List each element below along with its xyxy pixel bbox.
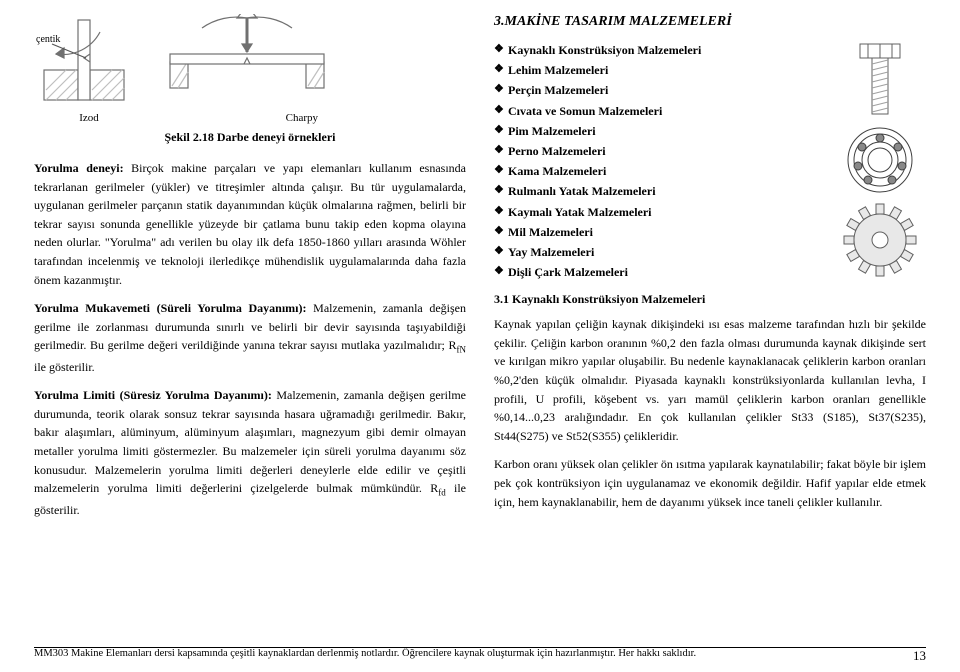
right-para-2: Karbon oranı yüksek olan çelikler ön ısı…	[494, 455, 926, 511]
diamond-bullet-icon: ❖	[494, 264, 508, 279]
izod-label: Izod	[79, 112, 99, 124]
para1-rest: Birçok makine parçaları ve yapı elemanla…	[34, 161, 466, 287]
diamond-bullet-icon: ❖	[494, 103, 508, 118]
materials-list-item: ❖Kaymalı Yatak Malzemeleri	[494, 204, 824, 220]
izod-svg: çentik	[34, 14, 144, 110]
materials-list-item: ❖Yay Malzemeleri	[494, 244, 824, 260]
materials-list-item: ❖Cıvata ve Somun Malzemeleri	[494, 103, 824, 119]
left-column: çentik Izod	[34, 14, 466, 529]
left-para-1: Yorulma deneyi: Birçok makine parçaları …	[34, 159, 466, 289]
materials-list-label: Lehim Malzemeleri	[508, 62, 608, 78]
bearing-icon	[846, 126, 914, 194]
footer-text: MM303 Makine Elemanları dersi kapsamında…	[34, 648, 696, 664]
section-title: 3.MAKİNE TASARIM MALZEMELERİ	[494, 14, 926, 30]
materials-list-item: ❖Lehim Malzemeleri	[494, 62, 824, 78]
izod-figure: çentik Izod	[34, 14, 144, 124]
diamond-bullet-icon: ❖	[494, 204, 508, 219]
subheading-3-1: 3.1 Kaynaklı Konstrüksiyon Malzemeleri	[494, 292, 926, 307]
gear-icon	[840, 200, 920, 280]
charpy-label: Charpy	[286, 112, 318, 124]
materials-list-label: Perno Malzemeleri	[508, 143, 606, 159]
diamond-bullet-icon: ❖	[494, 244, 508, 259]
figure-row: çentik Izod	[34, 14, 466, 124]
diamond-bullet-icon: ❖	[494, 42, 508, 57]
bolt-icon	[850, 42, 910, 120]
charpy-figure: Charpy	[162, 14, 332, 124]
page-number: 13	[913, 648, 926, 664]
para2-sub: fN	[457, 345, 467, 355]
charpy-svg	[162, 14, 332, 110]
diamond-bullet-icon: ❖	[494, 143, 508, 158]
materials-list-item: ❖Kaynaklı Konstrüksiyon Malzemeleri	[494, 42, 824, 58]
materials-list-item: ❖Kama Malzemeleri	[494, 163, 824, 179]
materials-list-label: Perçin Malzemeleri	[508, 82, 608, 98]
materials-list-label: Cıvata ve Somun Malzemeleri	[508, 103, 662, 119]
materials-list-label: Rulmanlı Yatak Malzemeleri	[508, 183, 656, 199]
para2-tail: ile gösterilir.	[34, 360, 95, 374]
diamond-bullet-icon: ❖	[494, 82, 508, 97]
materials-list-label: Dişli Çark Malzemeleri	[508, 264, 628, 280]
left-para-2: Yorulma Mukavemeti (Süreli Yorulma Dayan…	[34, 299, 466, 376]
figure-caption: Şekil 2.18 Darbe deneyi örnekleri	[34, 130, 466, 145]
para3-rest: Malzemenin, zamanla değişen gerilme duru…	[34, 388, 466, 495]
materials-list-label: Pim Malzemeleri	[508, 123, 596, 139]
materials-list-item: ❖Pim Malzemeleri	[494, 123, 824, 139]
left-para-3: Yorulma Limiti (Süresiz Yorulma Dayanımı…	[34, 386, 466, 519]
para1-lead: Yorulma deneyi:	[34, 161, 124, 175]
diamond-bullet-icon: ❖	[494, 123, 508, 138]
materials-list-item: ❖Rulmanlı Yatak Malzemeleri	[494, 183, 824, 199]
diamond-bullet-icon: ❖	[494, 183, 508, 198]
right-para-1: Kaynak yapılan çeliğin kaynak dikişindek…	[494, 315, 926, 445]
diamond-bullet-icon: ❖	[494, 62, 508, 77]
para3-lead: Yorulma Limiti (Süresiz Yorulma Dayanımı…	[34, 388, 272, 402]
materials-list-label: Kaynaklı Konstrüksiyon Malzemeleri	[508, 42, 701, 58]
materials-list-label: Yay Malzemeleri	[508, 244, 594, 260]
right-illustrations	[834, 42, 926, 280]
footer: MM303 Makine Elemanları dersi kapsamında…	[34, 648, 926, 664]
materials-list-item: ❖Perno Malzemeleri	[494, 143, 824, 159]
para2-lead: Yorulma Mukavemeti (Süreli Yorulma Dayan…	[34, 301, 307, 315]
materials-list-label: Mil Malzemeleri	[508, 224, 593, 240]
materials-list-label: Kama Malzemeleri	[508, 163, 606, 179]
materials-list-label: Kaymalı Yatak Malzemeleri	[508, 204, 652, 220]
right-column: 3.MAKİNE TASARIM MALZEMELERİ ❖Kaynaklı K…	[494, 14, 926, 529]
materials-list-item: ❖Mil Malzemeleri	[494, 224, 824, 240]
diamond-bullet-icon: ❖	[494, 163, 508, 178]
centik-label: çentik	[36, 34, 60, 45]
para3-sub: fd	[438, 488, 446, 498]
materials-list-item: ❖Dişli Çark Malzemeleri	[494, 264, 824, 280]
right-top-row: ❖Kaynaklı Konstrüksiyon Malzemeleri❖Lehi…	[494, 42, 926, 284]
materials-list-item: ❖Perçin Malzemeleri	[494, 82, 824, 98]
materials-list: ❖Kaynaklı Konstrüksiyon Malzemeleri❖Lehi…	[494, 42, 824, 284]
diamond-bullet-icon: ❖	[494, 224, 508, 239]
